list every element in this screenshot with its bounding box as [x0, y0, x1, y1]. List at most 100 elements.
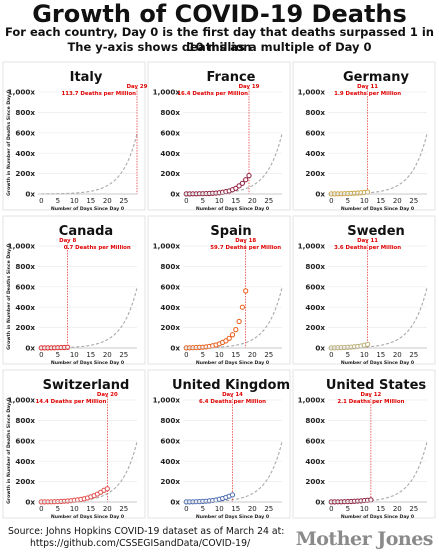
x-tick-label: 20 [103, 351, 112, 359]
annotation-day: Day 20 [97, 392, 118, 398]
x-tick-label: 0 [184, 505, 188, 513]
annotation-day: Day 14 [222, 392, 243, 398]
data-point [104, 486, 110, 492]
y-tick-label: 800x [160, 108, 180, 117]
y-tick-label: 1,000x [153, 396, 181, 405]
y-tick-label: 600x [15, 128, 35, 137]
x-tick-label: 15 [376, 505, 385, 513]
y-tick-label: 0x [170, 190, 180, 199]
y-tick-label: 0x [25, 498, 35, 507]
x-tick-label: 5 [346, 505, 350, 513]
y-tick-label: 1,000x [298, 88, 326, 97]
y-tick-label: 400x [305, 303, 325, 312]
y-tick-label: 600x [15, 282, 35, 291]
panel-title: Spain [210, 224, 251, 239]
panel-frame [2, 215, 146, 365]
x-tick-label: 5 [56, 505, 60, 513]
annotation-day: Day 8 [59, 238, 76, 244]
y-tick-label: 200x [15, 323, 35, 332]
panel-france: France 0x 200x 400x 600x 800x 1,000x 0 5 10 15 20 25… [147, 61, 291, 212]
data-point [226, 335, 232, 341]
panel-title: Switzerland [43, 378, 130, 393]
y-tick-label: 200x [15, 477, 35, 486]
data-point [65, 344, 71, 350]
annotation-value: 1.9 Deaths per Million [334, 91, 401, 97]
x-tick-label: 10 [360, 197, 369, 205]
x-tick-label: 0 [39, 197, 43, 205]
panel-canada: Canada 0x 200x 400x 600x 800x 1,000x 0 5 10 15 20 25… [2, 215, 146, 366]
x-tick-label: 25 [409, 197, 418, 205]
x-tick-label: 25 [119, 351, 128, 359]
x-tick-label: 15 [231, 351, 240, 359]
x-tick-label: 10 [360, 351, 369, 359]
source-url[interactable]: https://github.com/CSSEGISandData/COVID-… [30, 538, 251, 549]
x-tick-label: 20 [393, 197, 402, 205]
x-axis-label: Number of Days Since Day 0 [196, 206, 269, 212]
y-tick-label: 0x [315, 190, 325, 199]
y-tick-label: 800x [305, 262, 325, 271]
x-tick-label: 0 [184, 197, 188, 205]
y-tick-label: 400x [15, 149, 35, 158]
x-tick-label: 5 [346, 197, 350, 205]
y-tick-label: 0x [315, 344, 325, 353]
y-tick-label: 1,000x [298, 396, 326, 405]
x-tick-label: 20 [103, 197, 112, 205]
x-tick-label: 10 [215, 351, 224, 359]
y-tick-label: 400x [15, 457, 35, 466]
annotation-value: 16.4 Deaths per Million [177, 91, 248, 97]
data-point [246, 173, 252, 179]
y-tick-label: 600x [160, 436, 180, 445]
y-tick-label: 600x [160, 282, 180, 291]
data-point [233, 185, 239, 191]
x-tick-label: 25 [264, 505, 273, 513]
x-tick-label: 10 [215, 505, 224, 513]
panel-title: France [206, 70, 255, 85]
panel-frame [292, 215, 436, 365]
panel-germany: Germany 0x 200x 400x 600x 800x 1,000x 0 5 10 15 20 2… [292, 61, 436, 212]
chart-subtitle: For each country, Day 0 is the first day… [4, 25, 434, 54]
x-tick-label: 5 [201, 351, 205, 359]
x-tick-label: 0 [329, 505, 333, 513]
data-point [236, 318, 242, 325]
y-tick-label: 200x [160, 169, 180, 178]
y-tick-label: 400x [160, 303, 180, 312]
panel-sweden: Sweden 0x 200x 400x 600x 800x 1,000x 0 5 10 15 20 25… [292, 215, 436, 366]
annotation-day: Day 11 [357, 84, 378, 90]
x-tick-label: 10 [215, 197, 224, 205]
panel-switzerland: Switzerland 0x 200x 400x 600x 800x 1,000x 0 5 10 1… [2, 369, 146, 520]
y-tick-label: 800x [305, 108, 325, 117]
y-tick-label: 1,000x [153, 88, 181, 97]
annotation-value: 6.4 Deaths per Million [199, 399, 266, 405]
y-axis-label: Growth in Number of Deaths Since Day 0 [6, 90, 12, 196]
x-axis-label: Number of Days Since Day 0 [196, 514, 269, 520]
x-tick-label: 0 [329, 197, 333, 205]
y-tick-label: 800x [160, 262, 180, 271]
annotation-day: Day 11 [357, 238, 378, 244]
y-tick-label: 800x [15, 262, 35, 271]
y-tick-label: 600x [305, 128, 325, 137]
x-tick-label: 20 [393, 505, 402, 513]
panel-frame [147, 215, 291, 365]
x-axis-label: Number of Days Since Day 0 [51, 206, 124, 212]
data-point [368, 497, 374, 503]
panel-title: Canada [59, 224, 113, 239]
panel-united-kingdom: United Kingdom 0x 200x 400x 600x 800x 1,000x 0 5… [147, 369, 291, 520]
x-tick-label: 5 [346, 351, 350, 359]
y-tick-label: 200x [15, 169, 35, 178]
x-tick-label: 25 [264, 351, 273, 359]
y-tick-label: 600x [305, 282, 325, 291]
x-tick-label: 10 [70, 351, 79, 359]
annotation-value: 59.7 Deaths per Million [210, 245, 281, 251]
y-tick-label: 800x [160, 416, 180, 425]
source-text: Source: Johns Hopkins COVID-19 dataset a… [8, 526, 285, 537]
x-tick-label: 0 [39, 505, 43, 513]
panel-title: United Kingdom [172, 378, 290, 393]
y-tick-label: 600x [160, 128, 180, 137]
x-tick-label: 15 [376, 351, 385, 359]
x-axis-label: Number of Days Since Day 0 [341, 206, 414, 212]
y-axis-label: Growth in Number of Deaths Since Day 0 [6, 398, 12, 504]
data-point [243, 288, 249, 294]
annotation-day: Day 12 [360, 392, 381, 398]
y-tick-label: 600x [15, 436, 35, 445]
y-tick-label: 800x [15, 416, 35, 425]
